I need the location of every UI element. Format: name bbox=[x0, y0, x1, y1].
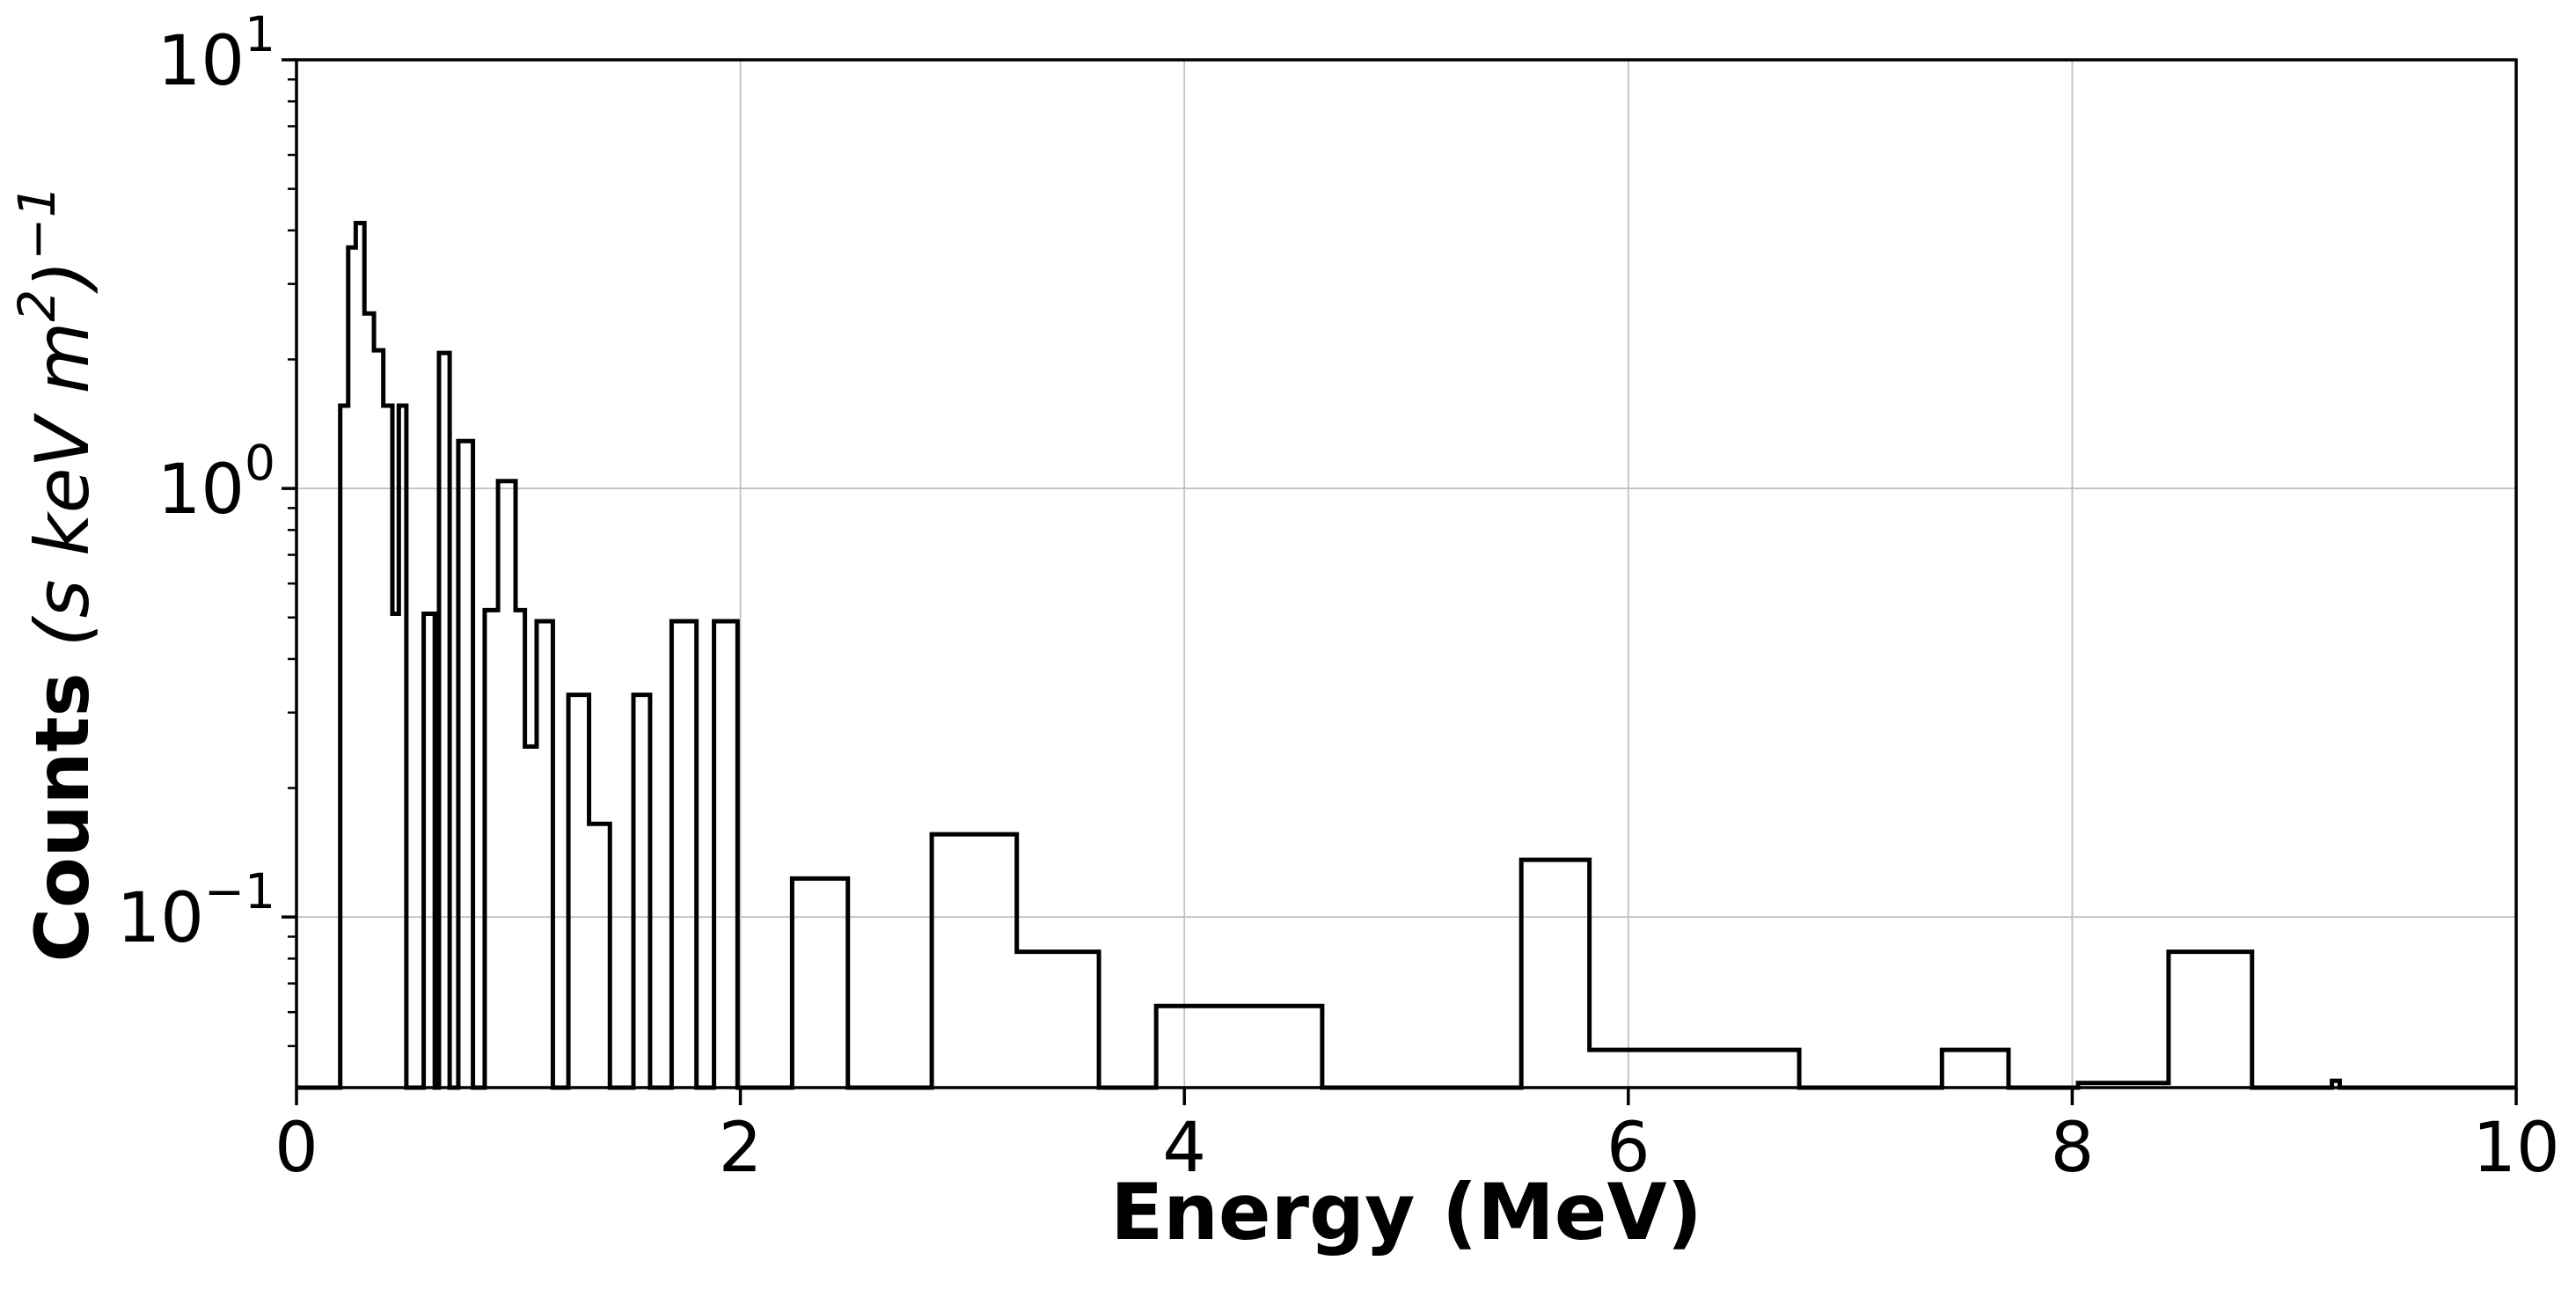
histogram-step-path bbox=[296, 221, 2516, 1090]
plot-frame bbox=[295, 58, 2518, 1089]
x-tick-label: 8 bbox=[2051, 1109, 2095, 1188]
x-axis-label: Energy (MeV) bbox=[1110, 1167, 1702, 1257]
x-tick-label: 4 bbox=[1162, 1109, 1206, 1188]
y-tick-label: 101 bbox=[157, 6, 275, 101]
x-tick-labels: 0 2 4 6 8 10 bbox=[274, 1109, 2559, 1188]
y-tick-label: 100 bbox=[157, 435, 275, 530]
x-tick-label: 0 bbox=[274, 1109, 318, 1188]
x-tick-label: 2 bbox=[719, 1109, 763, 1188]
x-tick-label: 10 bbox=[2472, 1109, 2559, 1188]
y-tick-label: 10−1 bbox=[117, 863, 275, 958]
y-axis-label: Counts (s keV m2)−1 bbox=[7, 185, 106, 962]
gridlines bbox=[296, 60, 2516, 1088]
y-tick-labels: 101 100 10−1 bbox=[117, 6, 275, 958]
x-tick-label: 6 bbox=[1606, 1109, 1650, 1188]
